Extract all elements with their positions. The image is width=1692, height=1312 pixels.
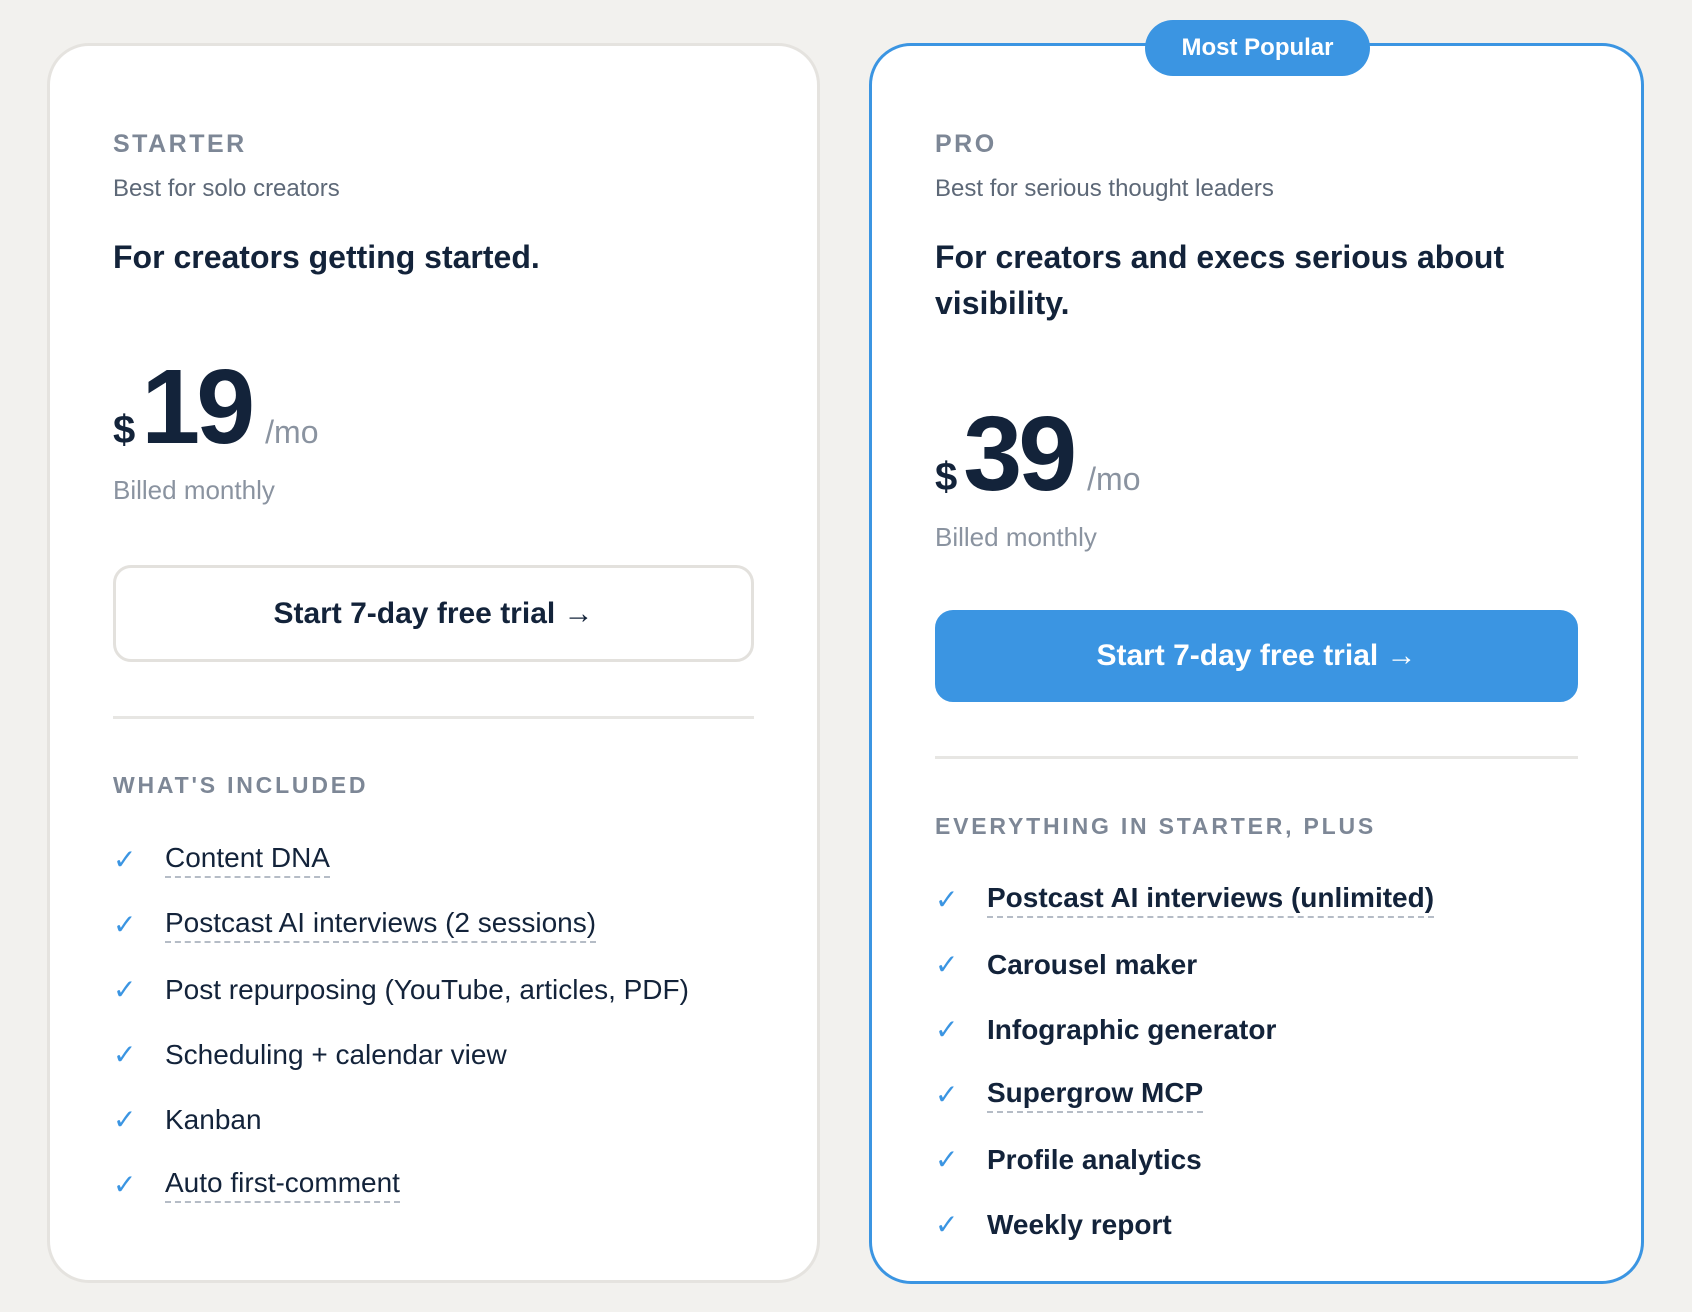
start-trial-button[interactable]: Start 7-day free trial → (935, 610, 1578, 702)
most-popular-badge: Most Popular (1145, 20, 1370, 76)
checkmark-icon: ✓ (113, 974, 137, 1005)
price-period: /mo (265, 414, 319, 450)
feature-item: ✓ Profile analytics (935, 1127, 1578, 1192)
plan-subtitle: Best for serious thought leaders (935, 175, 1274, 202)
price-amount: 39 (963, 395, 1077, 513)
feature-list: ✓ Postcast AI interviews (unlimited) ✓ C… (935, 867, 1578, 1257)
price: $ 39 /mo (935, 401, 1141, 507)
price-amount: 19 (141, 348, 255, 466)
features-section-label: WHAT'S INCLUDED (113, 772, 369, 798)
start-trial-button[interactable]: Start 7-day free trial → (113, 565, 754, 662)
checkmark-icon: ✓ (935, 1209, 959, 1240)
feature-label: Post repurposing (YouTube, articles, PDF… (165, 973, 689, 1005)
feature-item: ✓ Postcast AI interviews (2 sessions) (113, 892, 754, 957)
price-currency: $ (113, 408, 136, 452)
price: $ 19 /mo (113, 354, 319, 460)
feature-label: Profile analytics (987, 1143, 1202, 1175)
feature-label[interactable]: Content DNA (165, 842, 330, 878)
feature-item: ✓ Carousel maker (935, 932, 1578, 997)
checkmark-icon: ✓ (113, 1104, 137, 1135)
divider (935, 756, 1578, 759)
billing-note: Billed monthly (935, 522, 1097, 552)
checkmark-icon: ✓ (935, 1144, 959, 1175)
plan-tier-label: STARTER (113, 130, 247, 158)
checkmark-icon: ✓ (113, 1039, 137, 1070)
plan-tagline: For creators getting started. (113, 239, 540, 275)
plan-tier-label: PRO (935, 130, 997, 158)
checkmark-icon: ✓ (113, 844, 137, 875)
feature-label[interactable]: Auto first-comment (165, 1167, 400, 1203)
billing-note: Billed monthly (113, 475, 275, 505)
checkmark-icon: ✓ (935, 884, 959, 915)
price-period: /mo (1087, 461, 1141, 497)
feature-label: Infographic generator (987, 1013, 1277, 1045)
feature-item: ✓ Scheduling + calendar view (113, 1022, 754, 1087)
feature-item: ✓ Kanban (113, 1087, 754, 1152)
checkmark-icon: ✓ (935, 1079, 959, 1110)
feature-item: ✓ Content DNA (113, 827, 754, 892)
feature-label: Weekly report (987, 1208, 1172, 1240)
feature-label: Scheduling + calendar view (165, 1038, 507, 1070)
features-section-label: EVERYTHING IN STARTER, PLUS (935, 813, 1377, 839)
feature-item: ✓ Supergrow MCP (935, 1062, 1578, 1127)
feature-list: ✓ Content DNA ✓ Postcast AI interviews (… (113, 827, 754, 1217)
feature-label[interactable]: Postcast AI interviews (unlimited) (987, 882, 1435, 918)
feature-item: ✓ Postcast AI interviews (unlimited) (935, 867, 1578, 932)
feature-label: Kanban (165, 1103, 262, 1135)
price-currency: $ (935, 455, 958, 499)
feature-label[interactable]: Supergrow MCP (987, 1077, 1204, 1113)
feature-item: ✓ Post repurposing (YouTube, articles, P… (113, 957, 754, 1022)
feature-label: Carousel maker (987, 948, 1198, 980)
checkmark-icon: ✓ (113, 909, 137, 940)
checkmark-icon: ✓ (935, 949, 959, 980)
feature-item: ✓ Infographic generator (935, 997, 1578, 1062)
feature-item: ✓ Auto first-comment (113, 1152, 754, 1217)
feature-item: ✓ Weekly report (935, 1192, 1578, 1257)
feature-label[interactable]: Postcast AI interviews (2 sessions) (165, 907, 597, 943)
pro-plan-card: PRO Best for serious thought leaders For… (869, 43, 1644, 1284)
plan-tagline: For creators and execs serious about vis… (935, 239, 1505, 321)
divider (113, 716, 754, 719)
checkmark-icon: ✓ (935, 1014, 959, 1045)
checkmark-icon: ✓ (113, 1169, 137, 1200)
plan-subtitle: Best for solo creators (113, 175, 340, 202)
starter-plan-card: STARTER Best for solo creators For creat… (47, 43, 820, 1283)
